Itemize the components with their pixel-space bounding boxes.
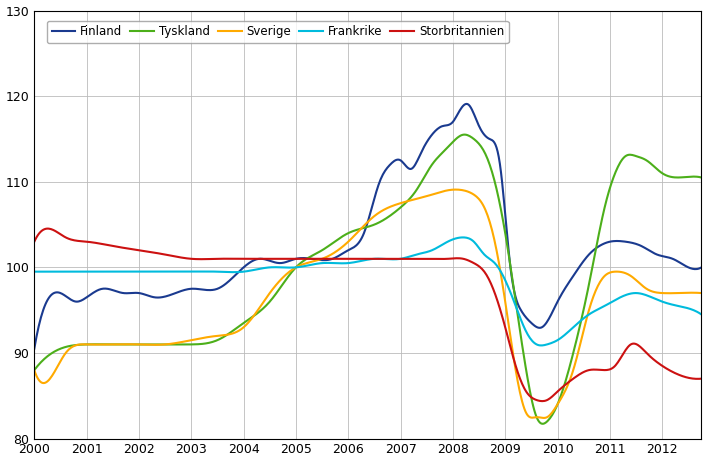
Sverige (30, 367, 39, 373)
Frankrike (148, 269, 156, 274)
Storbritannien (477, 265, 485, 271)
Finland (30, 346, 39, 352)
Tyskland (460, 132, 469, 137)
Sverige (332, 249, 340, 254)
Sverige (201, 334, 210, 340)
Tyskland (148, 341, 156, 347)
Storbritannien (333, 256, 341, 261)
Storbritannien (43, 226, 52, 231)
Frankrike (477, 248, 485, 253)
Tyskland (332, 238, 340, 243)
Tyskland (534, 417, 542, 422)
Frankrike (697, 312, 706, 317)
Frankrike (423, 249, 432, 255)
Finland (462, 101, 471, 107)
Tyskland (30, 367, 39, 373)
Storbritannien (424, 256, 433, 261)
Legend: Finland, Tyskland, Sverige, Frankrike, Storbritannien: Finland, Tyskland, Sverige, Frankrike, S… (47, 21, 509, 43)
Finland (534, 325, 542, 330)
Sverige (697, 290, 706, 296)
Sverige (539, 415, 547, 421)
Frankrike (459, 235, 467, 240)
Sverige (148, 342, 156, 347)
Storbritannien (534, 398, 542, 403)
Line: Finland: Finland (35, 104, 701, 349)
Tyskland (423, 169, 432, 175)
Frankrike (30, 269, 39, 274)
Storbritannien (697, 376, 706, 382)
Frankrike (537, 343, 545, 348)
Finland (697, 265, 706, 270)
Finland (332, 255, 340, 260)
Tyskland (697, 175, 706, 180)
Finland (201, 287, 210, 293)
Sverige (534, 414, 542, 420)
Finland (477, 127, 485, 133)
Line: Tyskland: Tyskland (35, 134, 701, 424)
Sverige (423, 193, 432, 199)
Storbritannien (30, 239, 39, 244)
Line: Sverige: Sverige (35, 189, 701, 418)
Tyskland (538, 421, 547, 426)
Tyskland (477, 144, 485, 149)
Sverige (477, 199, 485, 204)
Line: Storbritannien: Storbritannien (35, 229, 701, 401)
Finland (148, 294, 156, 300)
Frankrike (201, 269, 210, 274)
Storbritannien (538, 398, 547, 404)
Frankrike (332, 261, 340, 266)
Sverige (451, 187, 460, 192)
Finland (423, 138, 432, 144)
Tyskland (201, 340, 210, 346)
Line: Frankrike: Frankrike (35, 237, 701, 346)
Storbritannien (149, 250, 158, 255)
Frankrike (534, 342, 542, 348)
Storbritannien (203, 256, 211, 262)
